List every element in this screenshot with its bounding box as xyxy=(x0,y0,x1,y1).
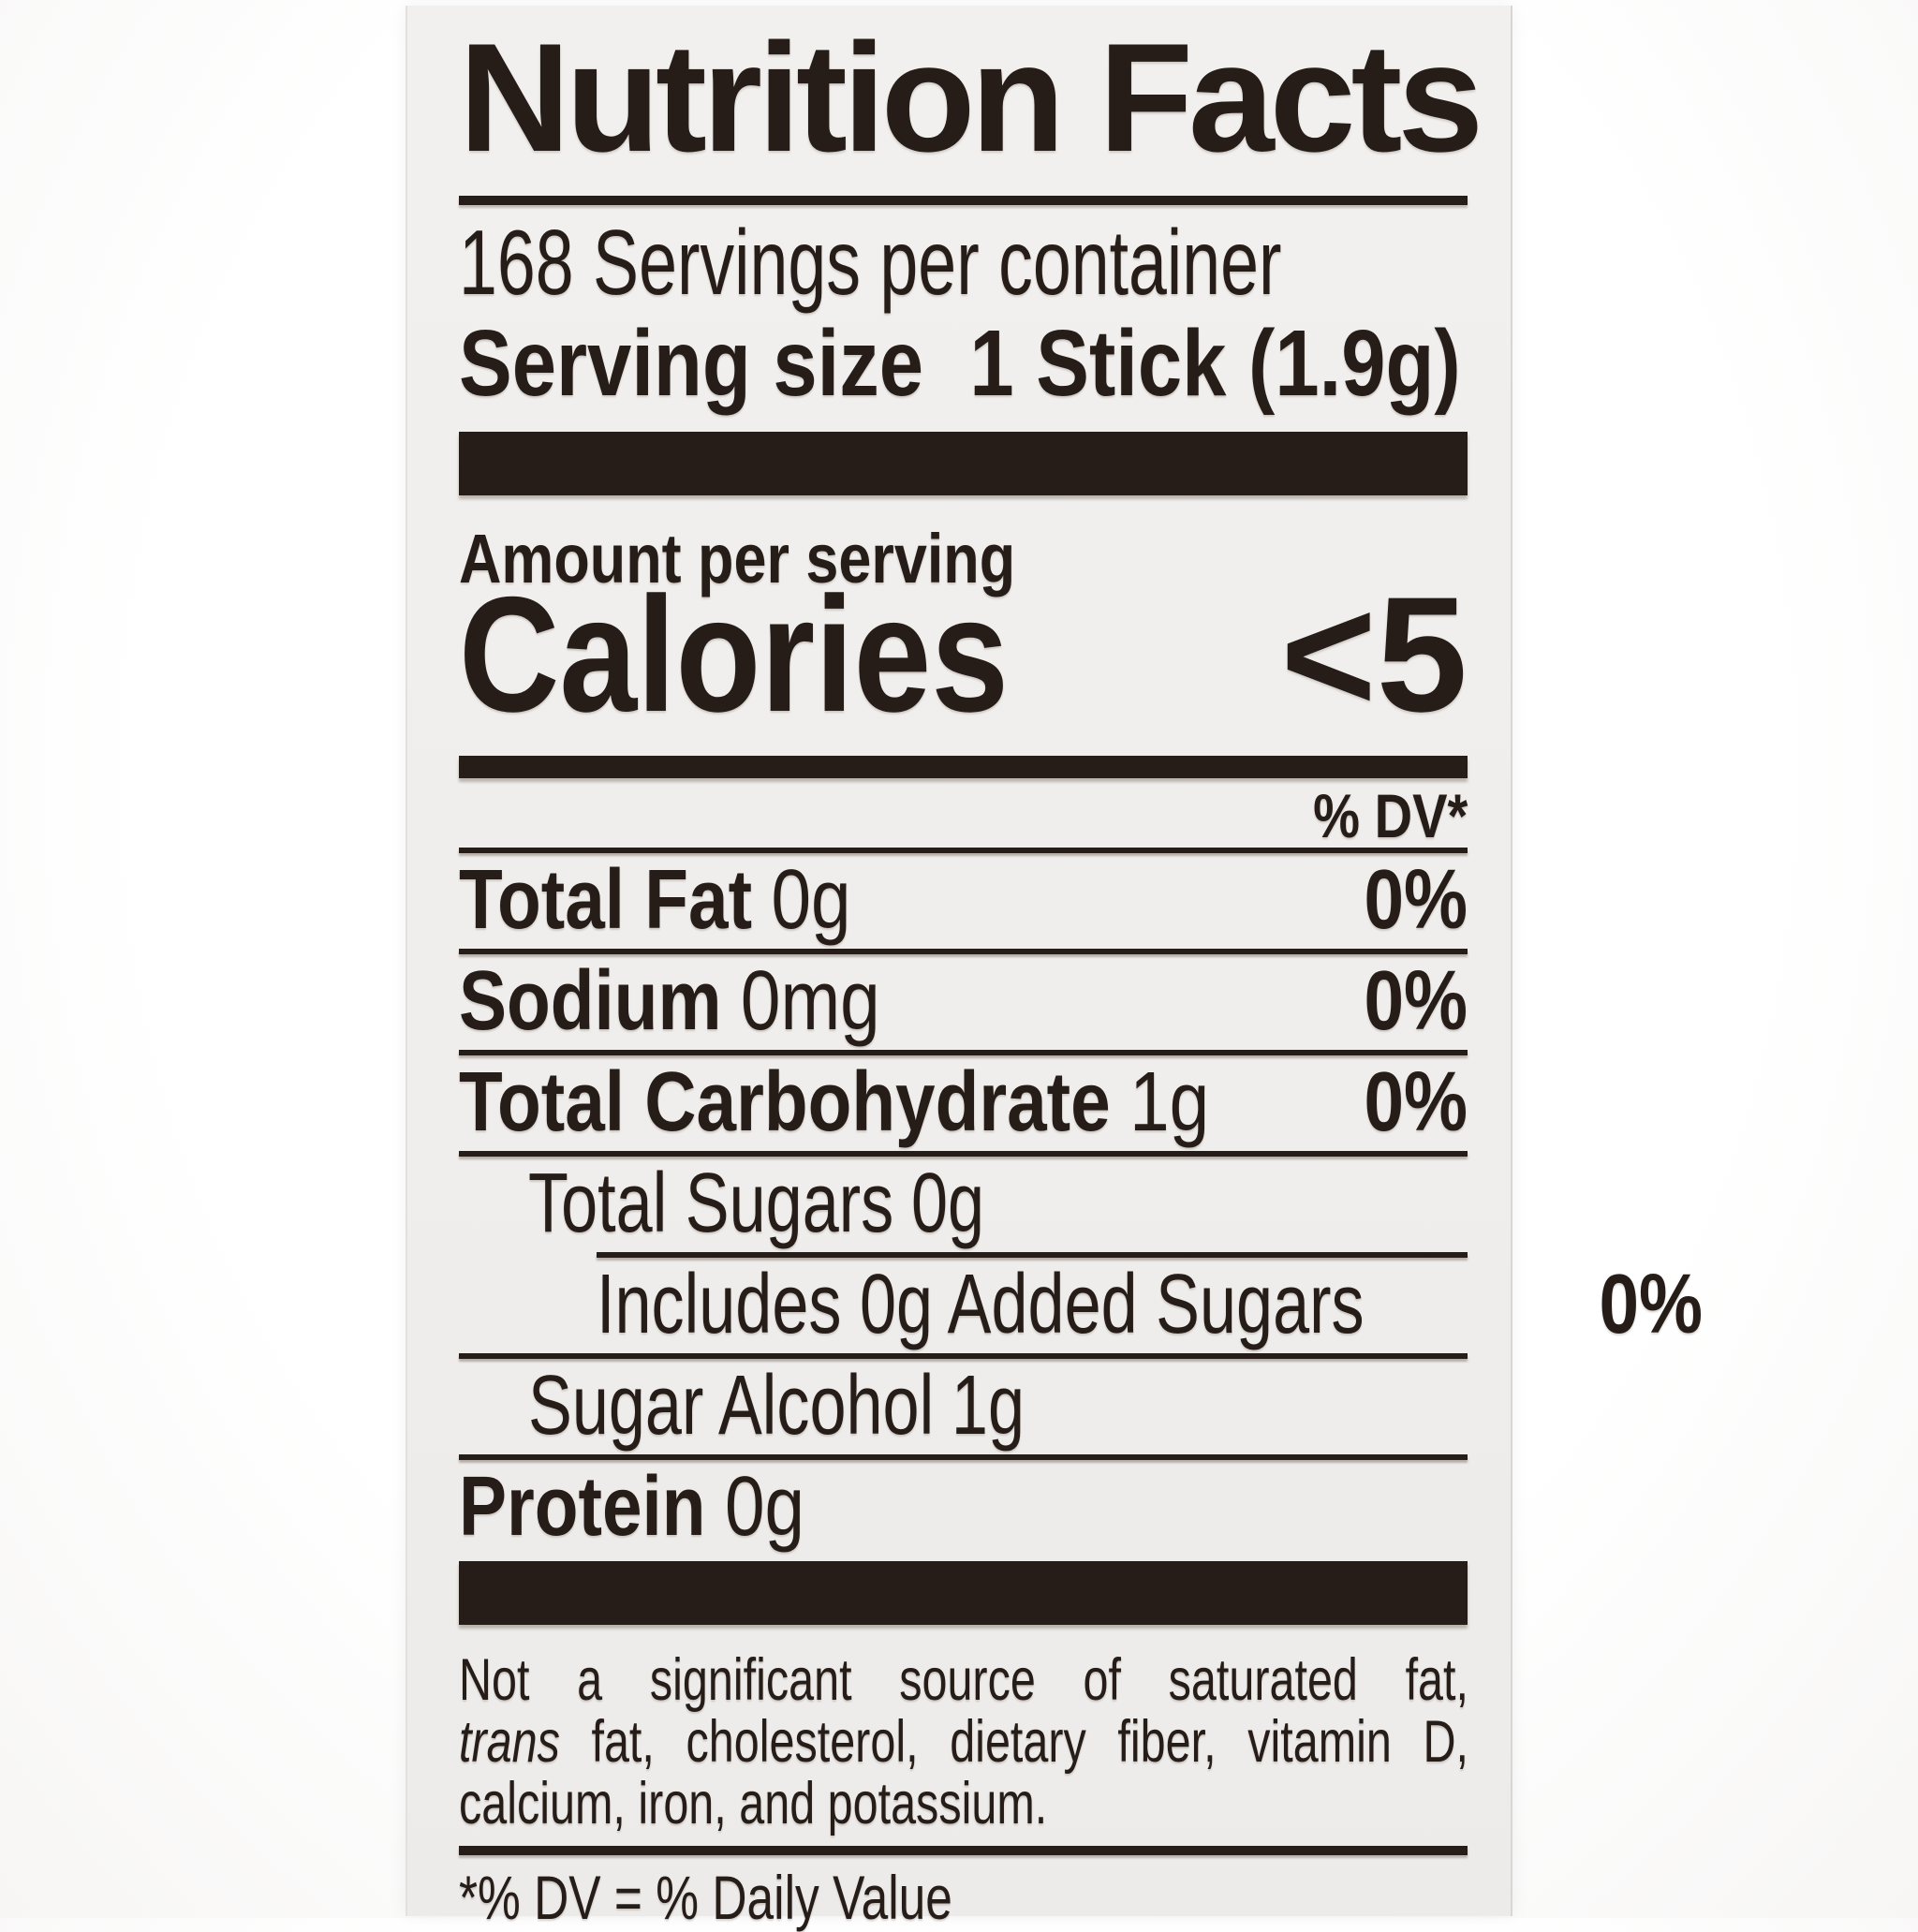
row-divider xyxy=(459,1454,1468,1460)
nutrient-row-total-sugars: Total Sugars 0g xyxy=(459,1157,1468,1250)
separator-bar-bottom xyxy=(459,1561,1468,1625)
separator-bar-top xyxy=(459,432,1468,495)
label-title-text: Nutrition Facts xyxy=(459,11,1483,184)
not-significant-source-note: Not a significant source of saturated fa… xyxy=(459,1649,1468,1835)
nutrition-facts-label: Nutrition Facts 168 Servings per contain… xyxy=(406,6,1703,1928)
nutrient-amount: 0g xyxy=(724,1459,805,1554)
footnote-line-1: Not a significant source of saturated fa… xyxy=(459,1647,1468,1713)
nutrient-dv: 0% xyxy=(1599,1257,1703,1351)
serving-size-label: Serving size xyxy=(459,311,924,416)
amount-per-serving-text: Amount per serving xyxy=(459,520,1016,597)
row-divider xyxy=(459,1151,1468,1157)
calories-row: Calories <5 xyxy=(459,564,1468,746)
nutrient-row-protein: Protein 0g xyxy=(459,1460,1468,1554)
nutrient-name: Protein xyxy=(459,1459,706,1554)
nutrient-row-sugar-alcohol: Sugar Alcohol 1g xyxy=(459,1359,1468,1453)
nutrient-dv: 0% xyxy=(1364,953,1468,1048)
nutrient-amount: 1g xyxy=(1129,1054,1210,1149)
nutrient-name: Sodium xyxy=(459,953,722,1048)
nutrient-row-total-carbohydrate: Total Carbohydrate 1g 0% xyxy=(459,1055,1468,1149)
calories-label: Calories xyxy=(459,564,1010,746)
nutrient-row-sodium: Sodium 0mg 0% xyxy=(459,954,1468,1048)
serving-size-value: 1 Stick (1.9g) xyxy=(969,311,1461,416)
title-underline xyxy=(459,196,1468,205)
nutrient-row-total-fat: Total Fat 0g 0% xyxy=(459,853,1468,947)
servings-per-container: 168 Servings per container xyxy=(459,213,1468,312)
label-title: Nutrition Facts xyxy=(459,21,1483,175)
nutrient-dv: 0% xyxy=(1364,852,1468,947)
footnote-divider xyxy=(459,1846,1468,1855)
nutrient-amount: 0g xyxy=(910,1156,985,1250)
nutrient-amount: 0mg xyxy=(740,953,880,1048)
servings-per-container-text: 168 Servings per container xyxy=(459,211,1282,314)
trans-italic-word: trans xyxy=(459,1709,560,1775)
footnote-line-3: calcium, iron, and potassium. xyxy=(459,1771,1048,1836)
row-divider xyxy=(459,949,1468,954)
row-divider xyxy=(459,1050,1468,1055)
nutrient-name: Includes 0g Added Sugars xyxy=(597,1257,1365,1351)
nutrient-amount: 1g xyxy=(951,1358,1025,1453)
nutrient-dv: 0% xyxy=(1364,1054,1468,1149)
rule-under-dv-header xyxy=(459,848,1468,853)
daily-value-column-header: % DV* xyxy=(1312,781,1468,850)
nutrient-row-added-sugars: Includes 0g Added Sugars 0% xyxy=(459,1257,1703,1351)
nutrient-name: Total Carbohydrate xyxy=(459,1054,1111,1149)
nutrient-name: Sugar Alcohol xyxy=(528,1358,935,1453)
row-divider xyxy=(459,1353,1468,1359)
nutrient-amount: 0g xyxy=(771,852,851,947)
footnote-line-2: trans fat, cholesterol, dietary fiber, v… xyxy=(459,1709,1468,1775)
nutrient-name: Total Sugars xyxy=(528,1156,894,1250)
row-divider-indented xyxy=(597,1252,1468,1258)
serving-size-row: Serving size 1 Stick (1.9g) xyxy=(459,314,1468,413)
separator-bar-medium xyxy=(459,756,1468,778)
nutrient-name: Total Fat xyxy=(459,852,753,947)
amount-per-serving: Amount per serving xyxy=(459,524,1468,595)
calories-value: <5 xyxy=(1280,564,1468,746)
daily-value-definition: *% DV = % Daily Value xyxy=(459,1863,952,1932)
